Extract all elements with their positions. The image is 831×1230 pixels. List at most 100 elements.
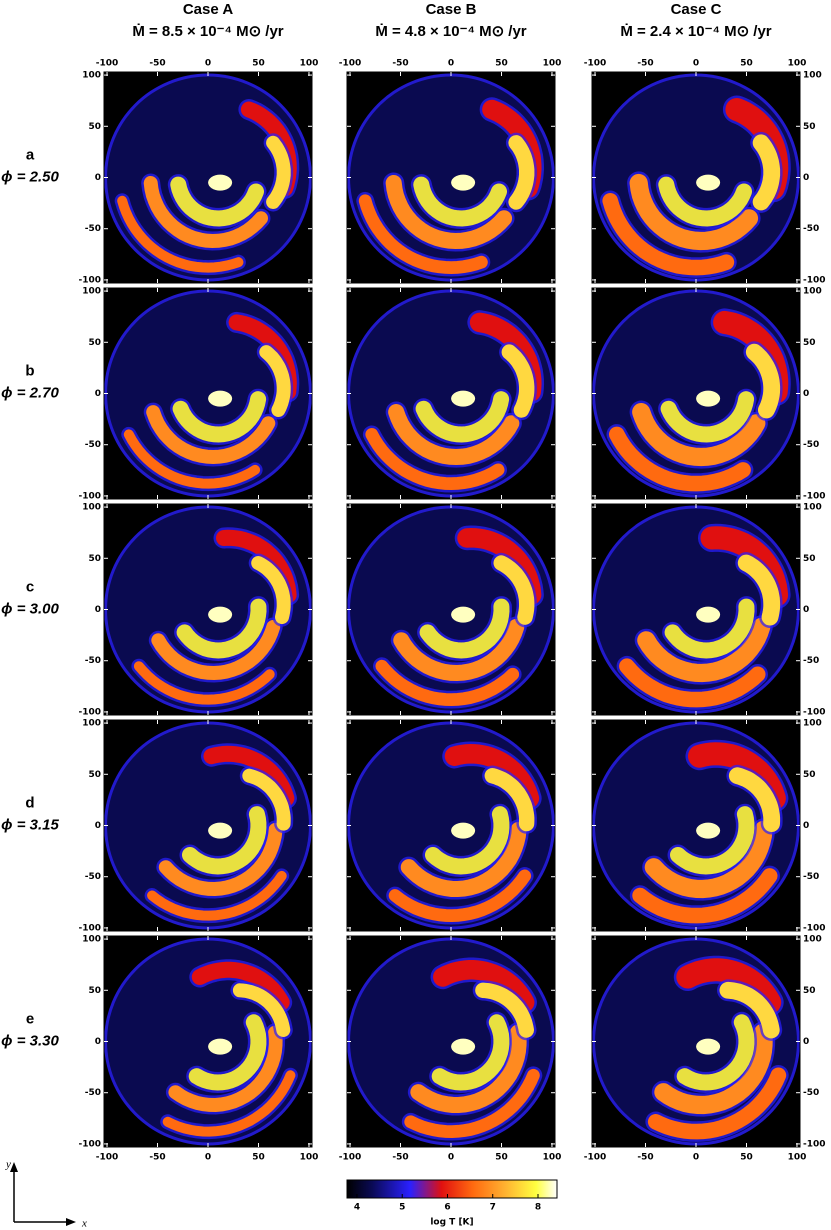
- hot-core: [696, 174, 721, 191]
- y-tick-label: -100: [803, 1139, 826, 1149]
- x-axis-label: x: [81, 1218, 87, 1230]
- x-tick-label: -100: [339, 59, 362, 69]
- x-tick-label: 100: [300, 59, 319, 69]
- y-tick-label: 0: [95, 1037, 101, 1047]
- hot-core: [208, 174, 233, 191]
- row-letter: c: [26, 578, 34, 595]
- arm: [664, 598, 755, 659]
- panel: [347, 504, 555, 715]
- row-phase: ϕ = 2.50: [1, 168, 59, 185]
- hot-core: [208, 1038, 233, 1055]
- arm: [660, 391, 755, 443]
- arm: [388, 404, 520, 466]
- arm: [133, 661, 275, 705]
- y-axis-label: y: [5, 1159, 11, 1171]
- hot-core: [451, 822, 476, 839]
- x-tick-label: 100: [788, 59, 807, 69]
- colorbar-tick-label: 6: [444, 1203, 450, 1213]
- arm: [188, 1014, 267, 1091]
- arm: [266, 135, 291, 209]
- row-letter: d: [25, 794, 34, 811]
- x-tick-label: 0: [448, 1153, 454, 1163]
- y-tick-label: 0: [95, 389, 101, 399]
- x-tick-label: -100: [584, 1153, 607, 1163]
- y-tick-label: 50: [88, 554, 101, 564]
- hot-core: [451, 606, 476, 623]
- y-tick-label: 50: [88, 770, 101, 780]
- y-tick-label: 50: [803, 338, 816, 348]
- panel: [592, 72, 800, 283]
- y-tick-label: -50: [803, 872, 819, 882]
- y-tick-label: -100: [803, 707, 826, 717]
- arm: [170, 176, 264, 227]
- arm: [151, 620, 281, 681]
- panel: [347, 936, 555, 1147]
- x-tick-label: 0: [448, 59, 454, 69]
- arm: [745, 343, 781, 419]
- column-title: Case C: [671, 1, 722, 18]
- arm: [162, 1070, 296, 1137]
- arm: [676, 1014, 755, 1091]
- arm: [752, 134, 781, 211]
- x-arrowhead: [66, 1218, 76, 1226]
- y-tick-label: 0: [95, 173, 101, 183]
- y-arrowhead: [10, 1162, 18, 1172]
- y-tick-label: -100: [78, 707, 101, 717]
- x-tick-label: 50: [252, 59, 265, 69]
- y-tick-label: -50: [85, 1088, 101, 1098]
- x-tick-label: 100: [543, 1153, 562, 1163]
- panel: [104, 720, 312, 931]
- arm: [375, 659, 520, 707]
- y-tick-label: -100: [803, 491, 826, 501]
- arm: [203, 745, 295, 807]
- x-tick-label: 0: [205, 1153, 211, 1163]
- hot-core: [696, 606, 721, 623]
- y-tick-label: 100: [82, 719, 101, 729]
- arm: [365, 428, 505, 491]
- column-subtitle: Ṁ = 8.5 × 10⁻⁴ M⊙ /yr: [132, 23, 283, 40]
- arm: [393, 618, 525, 682]
- arm: [400, 821, 527, 898]
- x-tick-label: -100: [584, 59, 607, 69]
- y-tick-label: 0: [95, 605, 101, 615]
- y-tick-label: -50: [85, 872, 101, 882]
- y-tick-label: 0: [803, 821, 809, 831]
- row-phase: ϕ = 3.00: [1, 600, 59, 617]
- arm: [644, 820, 773, 899]
- arm: [609, 426, 751, 492]
- arm: [647, 1067, 787, 1140]
- y-tick-label: -50: [803, 656, 819, 666]
- arm: [172, 391, 267, 443]
- x-tick-label: -100: [96, 59, 119, 69]
- x-tick-label: -50: [637, 59, 653, 69]
- arm: [168, 1025, 283, 1113]
- arm: [670, 806, 755, 875]
- y-tick-label: -50: [803, 440, 819, 450]
- arm: [475, 982, 534, 1038]
- arm: [176, 598, 267, 659]
- arm: [143, 176, 268, 249]
- y-tick-label: -50: [85, 656, 101, 666]
- arm: [242, 768, 291, 831]
- y-tick-label: 100: [803, 935, 822, 945]
- x-tick-label: 50: [252, 1153, 265, 1163]
- y-tick-label: 0: [803, 173, 809, 183]
- y-tick-label: 100: [803, 71, 822, 81]
- row-phase: ϕ = 2.70: [1, 384, 59, 401]
- y-tick-label: 100: [803, 719, 822, 729]
- arm: [158, 822, 283, 897]
- hot-core: [696, 390, 721, 407]
- y-tick-label: -100: [78, 923, 101, 933]
- arm: [259, 345, 291, 417]
- x-tick-label: -50: [392, 59, 408, 69]
- y-tick-label: 0: [803, 605, 809, 615]
- x-tick-label: 50: [740, 59, 753, 69]
- x-tick-label: 50: [495, 1153, 508, 1163]
- colorbar: [346, 1179, 558, 1199]
- panel: [347, 72, 555, 283]
- row-letter: b: [25, 362, 34, 379]
- y-tick-label: -50: [803, 1088, 819, 1098]
- arm: [123, 429, 261, 489]
- y-tick-label: 0: [803, 1037, 809, 1047]
